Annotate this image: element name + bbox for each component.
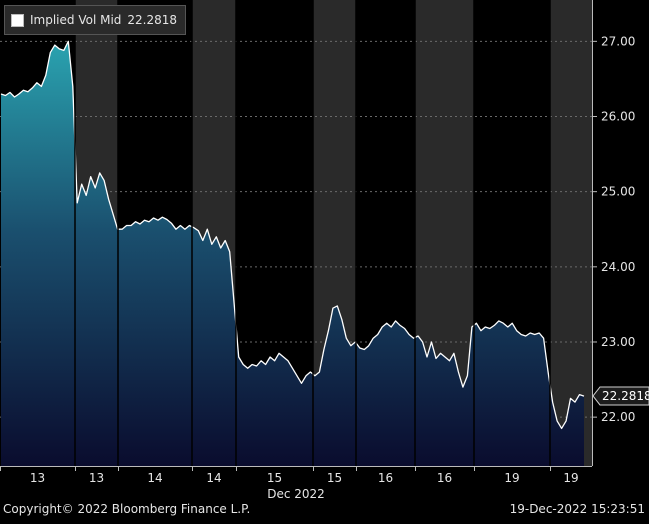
copyright-text: Copyright© 2022 Bloomberg Finance L.P. <box>3 502 250 516</box>
timestamp-text: 19-Dec-2022 15:23:51 <box>510 502 645 516</box>
x-tick-label: 16 <box>378 471 393 485</box>
legend-last-value: 22.2818 <box>127 13 177 27</box>
x-tick-label: 14 <box>147 471 162 485</box>
x-tick-label: 15 <box>267 471 282 485</box>
last-value-label: 22.2818 <box>602 389 649 403</box>
x-tick-label: 13 <box>30 471 45 485</box>
y-axis-ticks: 22.00 23.00 24.00 25.00 26.00 27.00 <box>592 34 635 424</box>
session-band <box>550 0 592 466</box>
legend-swatch <box>11 14 24 27</box>
x-tick-label: 19 <box>563 471 578 485</box>
y-tick-label: 25.00 <box>601 185 635 199</box>
x-tick-label: 13 <box>89 471 104 485</box>
legend: Implied Vol Mid 22.2818 <box>4 5 186 35</box>
y-tick-label: 26.00 <box>601 110 635 124</box>
y-tick-label: 24.00 <box>601 260 635 274</box>
x-tick-label: 15 <box>327 471 342 485</box>
x-axis-label: Dec 2022 <box>267 487 325 501</box>
y-tick-label: 27.00 <box>601 34 635 48</box>
x-tick-label: 19 <box>504 471 519 485</box>
y-tick-label: 23.00 <box>601 335 635 349</box>
y-tick-label: 22.00 <box>601 410 635 424</box>
x-tick-label: 14 <box>206 471 221 485</box>
last-value-marker: 22.2818 <box>593 387 649 405</box>
x-tick-label: 16 <box>437 471 452 485</box>
legend-series-name: Implied Vol Mid <box>30 13 121 27</box>
x-axis-ticks: 13 13 14 14 15 15 16 16 19 19 Dec 2022 <box>1 466 579 501</box>
